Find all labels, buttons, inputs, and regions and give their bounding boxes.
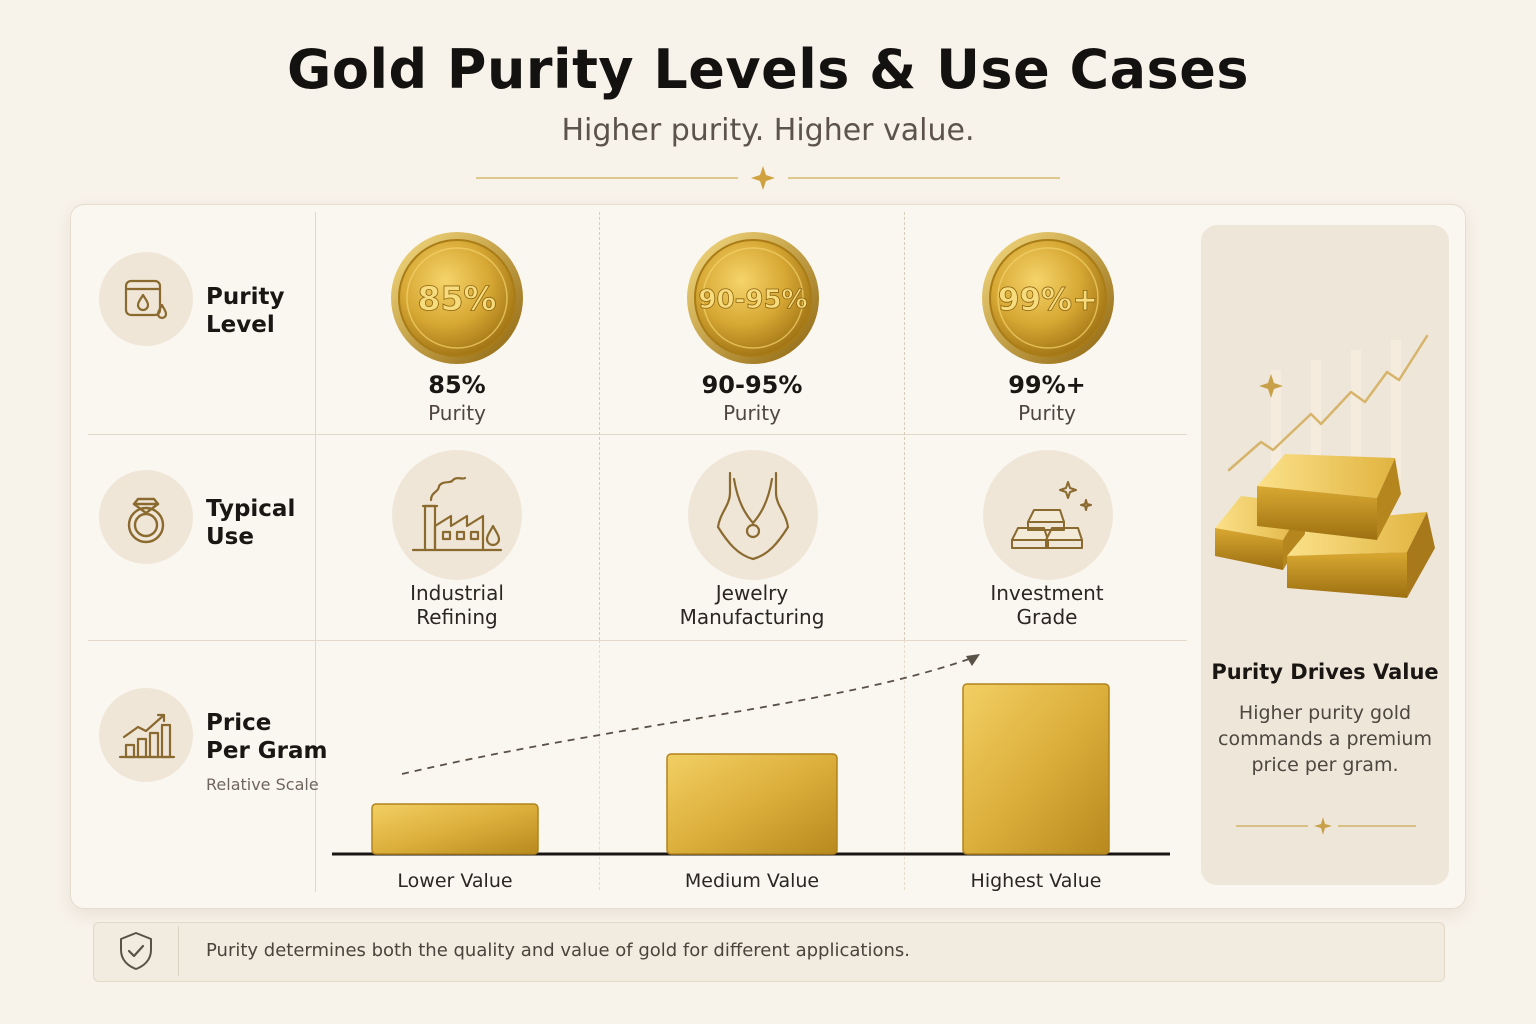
- use-label-industrial: Industrial Refining: [337, 581, 577, 629]
- row-label-line: Price: [206, 710, 272, 736]
- purity-label: Purity: [428, 401, 486, 425]
- trend-arrow: [401, 657, 973, 775]
- row-label-line: Level: [206, 312, 275, 338]
- ring-icon: [99, 470, 193, 564]
- factory-icon: [392, 450, 522, 580]
- column-divider: [904, 212, 905, 640]
- use-label-line: Jewelry: [715, 581, 789, 605]
- use-label-line: Manufacturing: [679, 605, 825, 629]
- purity-value: 90-95%: [701, 371, 803, 399]
- purity-coin-85: 85%: [391, 232, 523, 364]
- use-label-line: Refining: [416, 605, 498, 629]
- coin-label: 85%: [418, 279, 497, 318]
- purity-coin-99: 99%+: [982, 232, 1114, 364]
- footer-banner: [93, 922, 1445, 982]
- price-per-gram-chart: Lower Value Medium Value Highest Value: [332, 654, 1170, 892]
- side-text: Higher purity gold commands a premium pr…: [1218, 702, 1432, 776]
- price-bar: [666, 753, 838, 855]
- row-label-use: Typical Use: [206, 495, 295, 551]
- purity-label: Purity: [1018, 401, 1076, 425]
- column-divider: [904, 640, 905, 890]
- sparkle-icon: [751, 166, 775, 190]
- gold-bars-icon: [983, 450, 1113, 580]
- column-divider: [599, 640, 600, 890]
- purity-coin-90-95: 90-95%: [687, 232, 819, 364]
- row-label-purity: Purity Level: [206, 283, 284, 339]
- purity-drop-icon: [99, 252, 193, 346]
- use-label-line: Industrial: [410, 581, 504, 605]
- use-label-line: Grade: [1016, 605, 1078, 629]
- row-label-line: Purity: [206, 284, 285, 310]
- header-divider: [476, 166, 1060, 190]
- row-label-price: Price Per Gram: [206, 709, 328, 765]
- sparkle-icon: [1259, 374, 1283, 398]
- price-bar: [371, 803, 539, 855]
- row-label-line: Per Gram: [206, 738, 328, 764]
- relative-scale-note: Relative Scale: [206, 775, 319, 794]
- column-divider: [599, 212, 600, 640]
- use-label-jewelry: Jewelry Manufacturing: [632, 581, 872, 629]
- category-label: Lower Value: [397, 870, 512, 892]
- coin-label: 90-95%: [698, 285, 807, 315]
- purity-value: 85%: [428, 371, 486, 399]
- row-divider: [88, 434, 1187, 435]
- row-label-line: Use: [206, 524, 254, 550]
- price-bar: [962, 683, 1110, 855]
- use-label-line: Investment: [990, 581, 1104, 605]
- category-label: Medium Value: [685, 870, 819, 892]
- label-column-divider: [315, 212, 316, 892]
- footer-text: Purity determines both the quality and v…: [206, 940, 910, 961]
- shield-check-icon: [120, 932, 152, 970]
- side-title: Purity Drives Value: [1211, 660, 1439, 684]
- purity-value: 99%+: [1008, 371, 1086, 399]
- row-label-line: Typical: [206, 496, 296, 522]
- coin-label: 99%+: [998, 282, 1098, 318]
- sparkle-icon: [1314, 817, 1332, 835]
- use-label-investment: Investment Grade: [927, 581, 1167, 629]
- bar-chart-trend-icon: [99, 688, 193, 782]
- row-divider: [88, 640, 1187, 641]
- side-divider: [1236, 817, 1416, 835]
- page-subtitle: Higher purity. Higher value.: [561, 113, 975, 148]
- page-title: Gold Purity Levels & Use Cases: [287, 38, 1249, 101]
- purity-label: Purity: [723, 401, 781, 425]
- trend-arrow-head: [966, 654, 980, 666]
- gold-bars-stack-icon: [1215, 334, 1435, 598]
- necklace-icon: [688, 450, 818, 580]
- footer-separator: [178, 926, 179, 976]
- category-label: Highest Value: [971, 870, 1102, 892]
